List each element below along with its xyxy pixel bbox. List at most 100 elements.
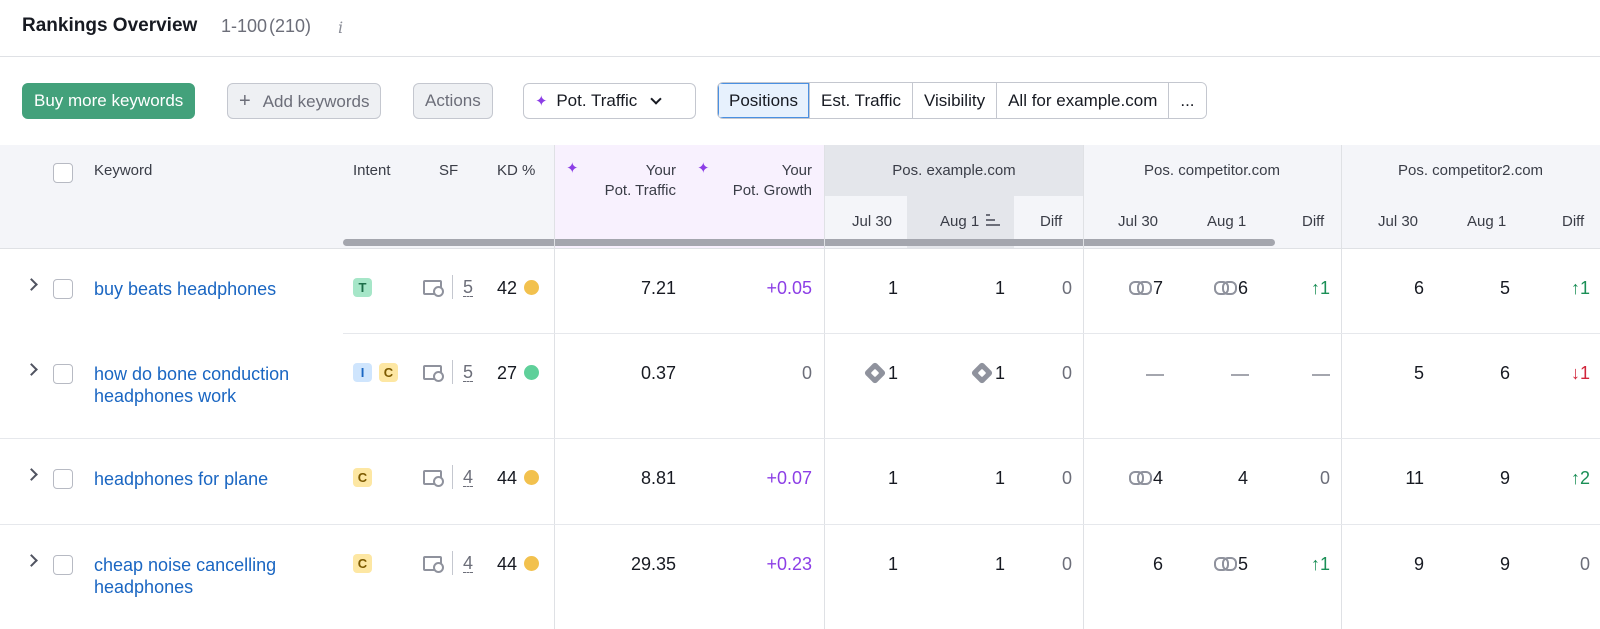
pot-traffic-dropdown[interactable]: ✦ Pot. Traffic bbox=[523, 83, 696, 119]
link-icon bbox=[1213, 557, 1237, 571]
c2-diff-value: 0 bbox=[1579, 554, 1590, 574]
row-divider bbox=[0, 438, 1600, 439]
serp-features-icon[interactable] bbox=[423, 470, 444, 487]
segment-0[interactable]: Positions bbox=[718, 83, 810, 118]
keyword-link[interactable]: cheap noise cancelling bbox=[94, 555, 277, 575]
actions-button[interactable]: Actions bbox=[413, 83, 493, 119]
divider bbox=[1341, 145, 1342, 629]
serp-features-count[interactable]: 4 bbox=[463, 467, 474, 487]
serp-features-icon[interactable] bbox=[423, 556, 444, 573]
empty-dash bbox=[1231, 374, 1249, 376]
pot-growth-value: +0.07 bbox=[766, 468, 812, 488]
segment-2[interactable]: Visibility bbox=[912, 83, 998, 118]
kd-value: 27 bbox=[497, 363, 518, 383]
add-keywords-button[interactable]: + Add keywords bbox=[227, 83, 382, 119]
pot-traffic-value: 0.37 bbox=[640, 363, 676, 383]
serp-features-icon[interactable] bbox=[423, 280, 444, 297]
kd-indicator bbox=[524, 470, 539, 485]
col-c2-jul[interactable]: Jul 30 bbox=[1378, 213, 1419, 230]
c1-jul-value: 4 bbox=[1128, 468, 1163, 489]
link-icon bbox=[1213, 281, 1237, 295]
rankings-table: Keyword Intent SF KD % ✦ Your Pot. Traff… bbox=[0, 145, 1600, 629]
segment-4[interactable]: ... bbox=[1169, 83, 1206, 118]
c2-jul-value: 6 bbox=[1413, 278, 1424, 298]
serp-features-count[interactable]: 4 bbox=[463, 553, 474, 573]
table-row: how do bone conduction headphones work I C 5… bbox=[0, 334, 1600, 439]
c2-diff-value: ↑1 bbox=[1570, 278, 1590, 298]
segment-1[interactable]: Est. Traffic bbox=[809, 83, 913, 118]
header-divider bbox=[0, 248, 1600, 249]
pot-traffic-value: 8.81 bbox=[640, 468, 676, 488]
ex-jul-value: 1 bbox=[887, 554, 898, 574]
row-checkbox[interactable] bbox=[53, 364, 73, 384]
row-divider bbox=[343, 333, 1600, 334]
row-checkbox[interactable] bbox=[53, 555, 73, 575]
expand-chevron-icon[interactable] bbox=[25, 363, 38, 376]
col-group-competitor: Pos. competitor.com bbox=[1144, 162, 1280, 179]
expand-chevron-icon[interactable] bbox=[25, 278, 38, 291]
ex-jul-value: 1 bbox=[863, 361, 898, 385]
keyword-link[interactable]: headphones bbox=[94, 577, 194, 597]
serp-features-count[interactable]: 5 bbox=[463, 362, 474, 382]
c1-diff-value: ↑1 bbox=[1310, 554, 1330, 574]
intent-badge-C: C bbox=[353, 554, 372, 573]
col-c2-aug[interactable]: Aug 1 bbox=[1467, 213, 1507, 230]
row-checkbox[interactable] bbox=[53, 279, 73, 299]
ex-aug-value: 1 bbox=[994, 554, 1005, 574]
col-ex-aug[interactable]: Aug 1 bbox=[940, 213, 980, 230]
col-c1-aug[interactable]: Aug 1 bbox=[1207, 213, 1247, 230]
c2-jul-value: 9 bbox=[1413, 554, 1424, 574]
c2-aug-value: 6 bbox=[1499, 363, 1510, 383]
col-c2-diff[interactable]: Diff bbox=[1562, 213, 1585, 230]
divider bbox=[554, 145, 555, 629]
col-c1-jul[interactable]: Jul 30 bbox=[1118, 213, 1159, 230]
col-group-example: Pos. example.com bbox=[892, 162, 1016, 179]
c1-aug-value: 4 bbox=[1237, 468, 1248, 488]
col-kd[interactable]: KD % bbox=[497, 162, 536, 179]
c2-aug-value: 9 bbox=[1499, 554, 1510, 574]
table-row: buy beats headphones T 5 42 7.21 +0.05 1 1 0 7 6 ↑1… bbox=[0, 249, 1600, 334]
serp-features-count[interactable]: 5 bbox=[463, 277, 474, 297]
ex-aug-value: 1 bbox=[994, 468, 1005, 488]
empty-dash bbox=[1312, 374, 1330, 376]
col-pot-growth-line2: Pot. Growth bbox=[732, 182, 812, 199]
horizontal-scrollbar[interactable] bbox=[343, 239, 1275, 246]
c2-diff-value: ↑2 bbox=[1570, 468, 1590, 488]
serp-features-icon[interactable] bbox=[423, 365, 444, 382]
expand-chevron-icon[interactable] bbox=[25, 554, 38, 567]
pot-header-bg bbox=[555, 145, 825, 249]
serp-feature-icon bbox=[863, 361, 887, 385]
keyword-link[interactable]: headphones for plane bbox=[94, 469, 269, 489]
col-ex-diff[interactable]: Diff bbox=[1040, 213, 1063, 230]
col-pot-traffic[interactable]: Your Pot. Traffic bbox=[575, 161, 676, 201]
col-keyword[interactable]: Keyword bbox=[94, 162, 153, 179]
pot-growth-value: +0.23 bbox=[766, 554, 812, 574]
pot-traffic-value: 29.35 bbox=[630, 554, 676, 574]
c2-aug-value: 9 bbox=[1499, 468, 1510, 488]
buy-more-keywords-button[interactable]: Buy more keywords bbox=[22, 83, 196, 119]
ex-aug-value: 1 bbox=[970, 361, 1005, 385]
segment-3[interactable]: All for example.com bbox=[997, 83, 1170, 118]
select-all-checkbox[interactable] bbox=[53, 163, 73, 183]
keyword-link[interactable]: buy beats headphones bbox=[94, 279, 277, 299]
col-intent[interactable]: Intent bbox=[353, 162, 391, 179]
row-checkbox[interactable] bbox=[53, 469, 73, 489]
col-ex-jul[interactable]: Jul 30 bbox=[852, 213, 893, 230]
keyword-link[interactable]: headphones work bbox=[94, 386, 237, 406]
expand-chevron-icon[interactable] bbox=[25, 468, 38, 481]
pot-traffic-value: 7.21 bbox=[640, 278, 676, 298]
kd-indicator bbox=[524, 280, 539, 295]
c2-jul-value: 11 bbox=[1405, 468, 1424, 488]
info-icon[interactable]: i bbox=[338, 18, 344, 37]
keyword-link[interactable]: how do bone conduction bbox=[94, 364, 290, 384]
col-pot-growth[interactable]: Your Pot. Growth bbox=[705, 161, 812, 201]
table-row: cheap noise cancelling headphones C 4 44 29.3… bbox=[0, 525, 1600, 629]
col-c1-diff[interactable]: Diff bbox=[1302, 213, 1325, 230]
col-sf[interactable]: SF bbox=[439, 162, 459, 179]
add-keywords-label: Add keywords bbox=[262, 92, 370, 111]
ex-aug-value: 1 bbox=[994, 278, 1005, 298]
divider bbox=[452, 465, 453, 489]
intent-badge-I: I bbox=[353, 363, 372, 382]
divider bbox=[452, 360, 453, 384]
intent-badge-C: C bbox=[353, 468, 372, 487]
